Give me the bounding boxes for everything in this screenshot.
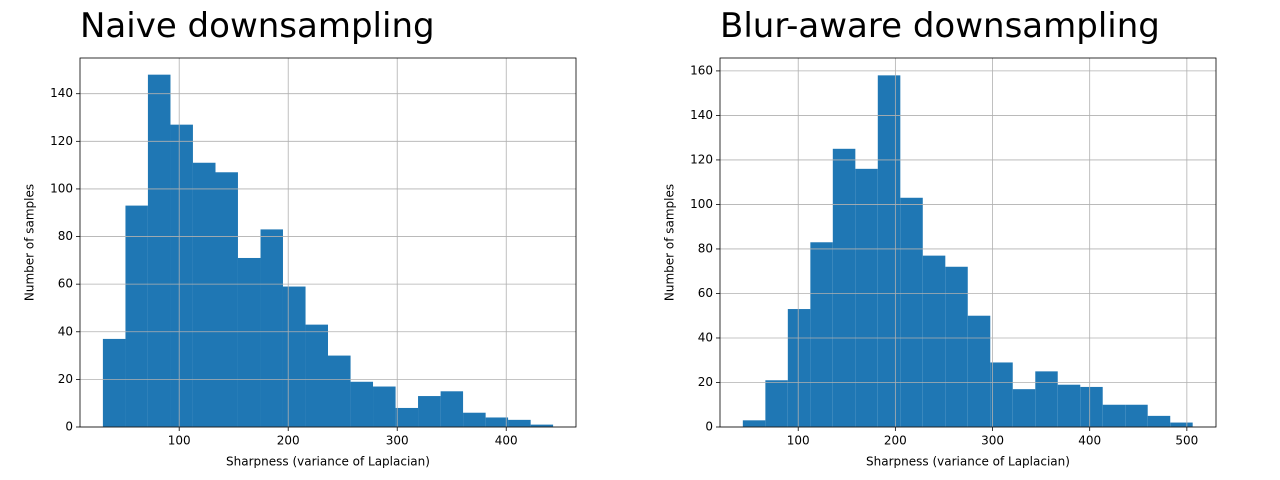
bar [373,386,396,427]
bar [260,229,283,427]
bar [508,419,531,427]
bar [395,407,419,427]
plot-frame [719,57,1217,428]
y-tick-label: 60 [58,277,73,291]
y-tick-label: 120 [50,134,73,148]
bar [1035,371,1058,427]
bar [440,391,464,427]
bar [967,315,991,427]
x-tick-label: 200 [884,434,907,448]
bar [1080,386,1103,427]
bar [102,338,126,427]
bar [765,380,788,427]
bar [1057,384,1081,427]
y-tick-label: 20 [58,372,73,386]
bar [328,355,351,427]
chart-title: Naive downsampling [80,6,435,46]
bar [990,362,1013,427]
x-tick-label: 100 [787,434,810,448]
bar [1170,422,1193,427]
bar [1012,389,1036,427]
bar [485,417,509,427]
bar [418,396,441,427]
bar [855,168,878,427]
bar [877,75,901,427]
x-tick-label: 300 [981,434,1004,448]
y-tick-label: 80 [58,229,73,243]
y-tick-label: 20 [698,375,713,389]
y-tick-label: 120 [690,152,713,166]
x-tick-label: 300 [386,434,409,448]
bar [350,381,374,427]
chart-panel: Blur-aware downsampling 100 200 300 400 500 0 2… [663,6,1217,469]
y-tick-label: 0 [705,420,713,434]
bar [192,162,216,427]
bar [147,74,171,427]
y-axis-label: Number of samples [23,184,37,301]
y-tick-label: 60 [698,286,713,300]
bar [1125,404,1148,427]
x-tick-label: 400 [1078,434,1101,448]
bar [530,424,554,427]
x-tick-label: 200 [277,434,300,448]
y-tick-label: 40 [698,330,713,344]
y-tick-label: 40 [58,324,73,338]
bar [1102,404,1126,427]
bar [1147,415,1171,427]
y-tick-label: 80 [698,241,713,255]
y-tick-label: 140 [50,86,73,100]
bar [215,172,238,427]
chart-panel: Naive downsampling 100 200 300 400 0 20 40 60 80 1… [23,6,577,469]
y-tick-label: 100 [690,197,713,211]
chart-title: Blur-aware downsampling [720,6,1160,46]
bar [900,197,923,427]
bar [922,255,946,427]
bar [742,420,766,427]
bar [945,266,968,427]
bar [237,257,261,427]
x-axis-label: Sharpness (variance of Laplacian) [226,455,430,469]
y-tick-label: 160 [690,63,713,77]
x-tick-label: 100 [168,434,191,448]
bar [810,242,833,427]
bar [463,412,486,427]
bar [170,124,193,427]
y-tick-label: 0 [65,420,73,434]
x-tick-label: 500 [1175,434,1198,448]
plot-frame [79,57,577,428]
y-axis-label: Number of samples [663,184,677,301]
y-tick-label: 140 [690,108,713,122]
bar [305,324,328,427]
bar [125,205,148,427]
x-axis-label: Sharpness (variance of Laplacian) [866,455,1070,469]
y-tick-label: 100 [50,181,73,195]
bar [787,309,811,427]
bar [832,148,856,427]
bar [282,286,306,427]
x-tick-label: 400 [495,434,518,448]
